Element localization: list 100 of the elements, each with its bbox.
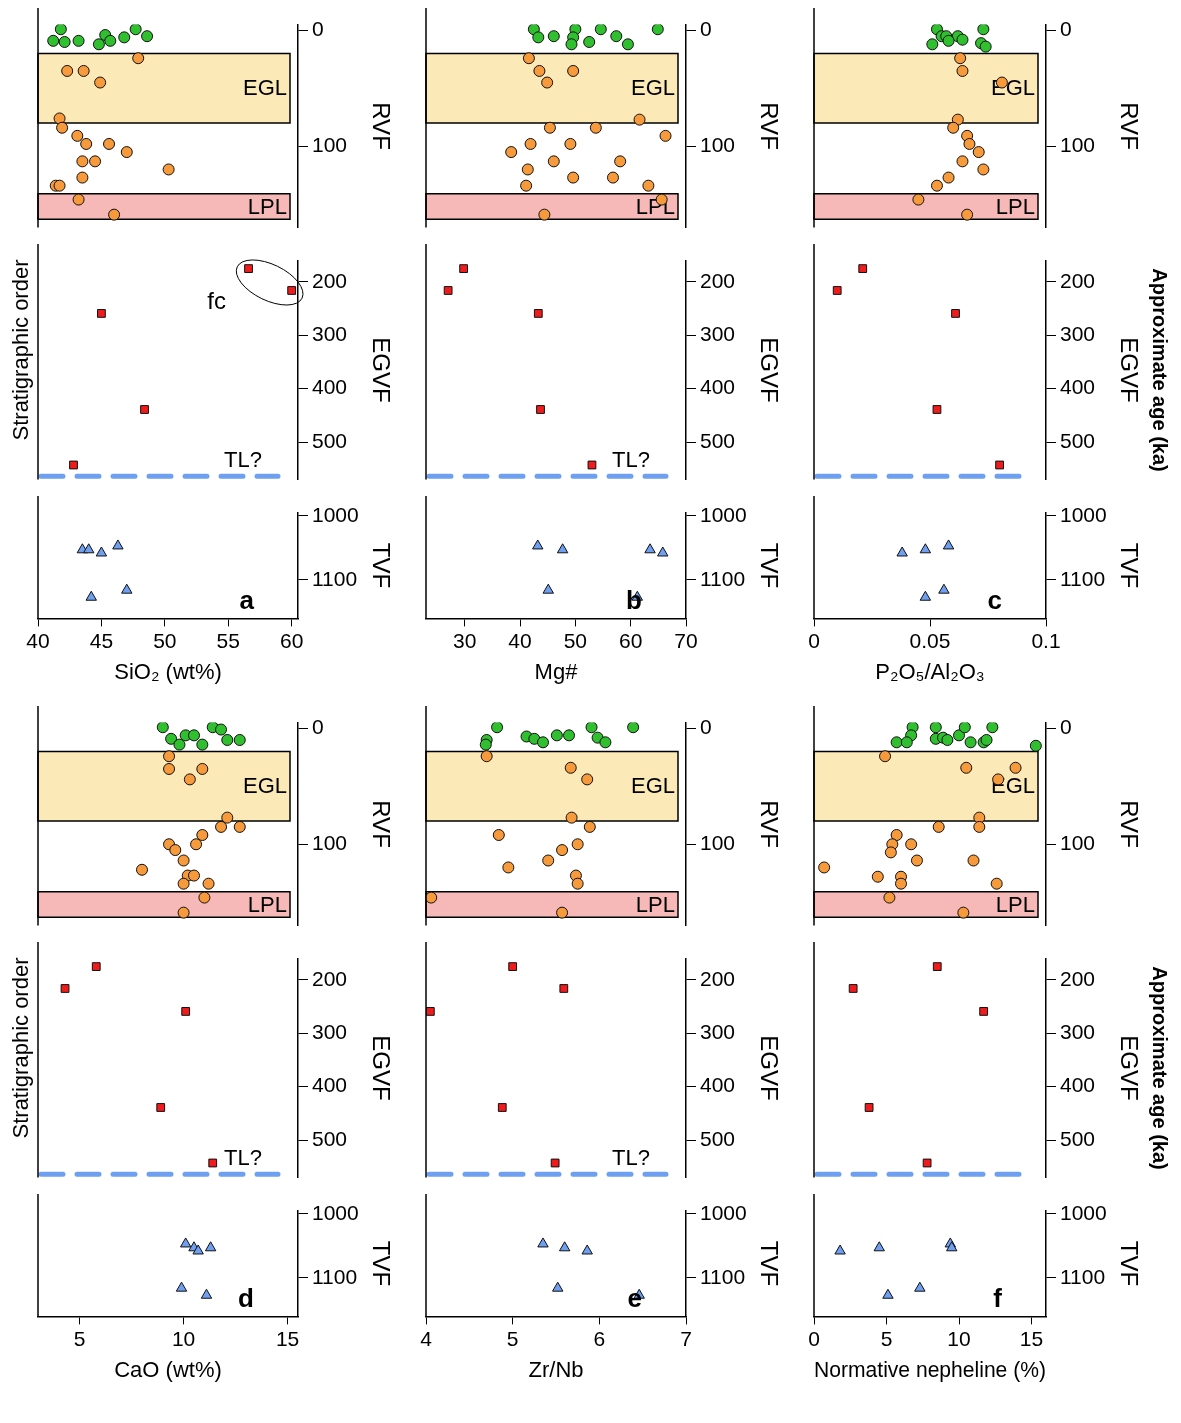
y-tick-label: 1100 [700, 1264, 746, 1288]
text: a [239, 584, 255, 615]
x-tick-label: 15 [1019, 1326, 1044, 1350]
y-tick-label: 500 [700, 1126, 736, 1150]
x-tick-label: 7 [680, 1326, 692, 1350]
x-axis-title: Zr/Nb [528, 1356, 584, 1382]
text: TVF [368, 1240, 396, 1287]
x-tick-label: 5 [506, 1326, 519, 1350]
text: RVF [756, 102, 784, 150]
x-axis-title: CaO (wt%) [114, 1356, 222, 1382]
text: RVF [368, 102, 396, 150]
x-tick-label: 30 [453, 628, 477, 652]
y-tick-label: 400 [1060, 375, 1096, 399]
y-tick-label: 500 [312, 428, 348, 452]
y-axis-title: Stratigraphic order [8, 957, 34, 1139]
y-tick-label: 300 [1060, 322, 1096, 346]
x-axis-title: P₂O₅/Al₂O₃ [875, 658, 985, 684]
y-tick-label: 200 [312, 268, 348, 292]
y-tick-label: 200 [700, 966, 736, 990]
y-tick-label: 200 [1060, 268, 1096, 292]
y-tick-label: 1100 [312, 1264, 358, 1288]
x-tick-label: 60 [279, 628, 304, 652]
y-tick-label: 100 [700, 133, 736, 157]
y-tick-label: 300 [700, 1020, 736, 1044]
y-tick-label: 100 [312, 133, 348, 157]
annotation: fc [207, 287, 226, 315]
y-tick-label: 100 [700, 831, 736, 855]
band-label: LPL [995, 891, 1035, 917]
y-tick-label: 500 [1060, 1126, 1096, 1150]
ref-line-label: TL? [224, 1145, 262, 1171]
x-tick-label: 0.1 [1031, 628, 1061, 652]
y-tick-label: 0 [700, 17, 712, 41]
band-label: EGL [630, 773, 675, 799]
x-tick-label: 10 [171, 1326, 196, 1350]
x-tick-label: 0.05 [909, 628, 951, 652]
text: RVF [756, 800, 784, 848]
x-axis-title: Normative nepheline (%) [814, 1357, 1046, 1382]
x-tick-label: 40 [26, 628, 50, 652]
y-tick-label: 0 [1060, 17, 1072, 41]
x-tick-label: 50 [563, 628, 588, 652]
y-tick-label: 500 [700, 428, 736, 452]
y-tick-label: 300 [312, 1020, 348, 1044]
y-tick-label: 1100 [312, 566, 358, 590]
x-tick-label: 5 [880, 1326, 893, 1350]
y-tick-label: 1000 [700, 502, 747, 526]
text: RVF [1116, 102, 1144, 150]
y-tick-label: 500 [1060, 428, 1096, 452]
y-tick-label: 0 [312, 17, 324, 41]
x-tick-label: 50 [153, 628, 177, 652]
text: EGVF [1116, 1035, 1144, 1101]
y-tick-label: 400 [312, 1073, 348, 1097]
x-tick-label: 45 [89, 628, 114, 652]
y-tick-label: 1000 [312, 1200, 359, 1224]
band-label: EGL [630, 75, 675, 101]
text: EGVF [368, 337, 396, 403]
text: EGVF [368, 1035, 396, 1101]
x-tick-label: 4 [420, 1326, 433, 1350]
y-tick-label: 1000 [1060, 502, 1107, 526]
text: TVF [756, 542, 784, 589]
text: TVF [756, 1240, 784, 1287]
x-tick-label: 10 [947, 1326, 971, 1350]
y-tick-label: 0 [312, 715, 324, 739]
y2-axis-title: Approximate age (ka) [1149, 966, 1172, 1170]
y-tick-label: 200 [1060, 966, 1096, 990]
text: TVF [1116, 1240, 1144, 1287]
ref-line-label: TL? [612, 447, 650, 473]
y-tick-label: 200 [700, 268, 736, 292]
x-tick-label: 0 [808, 628, 820, 652]
band-label: LPL [247, 193, 287, 219]
y-tick-label: 0 [700, 715, 712, 739]
y-tick-label: 400 [312, 375, 348, 399]
text: EGVF [1116, 337, 1144, 403]
text: d [238, 1282, 254, 1313]
y-tick-label: 100 [312, 831, 348, 855]
text: e [627, 1282, 642, 1313]
y-tick-label: 1000 [312, 502, 359, 526]
x-tick-label: 60 [619, 628, 643, 652]
y-tick-label: 500 [312, 1126, 348, 1150]
text: RVF [1116, 800, 1144, 848]
text: RVF [368, 800, 396, 848]
text: EGVF [756, 337, 784, 403]
y-tick-label: 100 [1060, 831, 1096, 855]
text: f [993, 1282, 1003, 1313]
y-tick-label: 1100 [1060, 1264, 1106, 1288]
band-label: LPL [995, 193, 1035, 219]
band-label: EGL [242, 773, 287, 799]
x-tick-label: 55 [216, 628, 240, 652]
band-label: LPL [635, 891, 675, 917]
x-axis-title: SiO₂ (wt%) [114, 658, 222, 684]
x-tick-label: 5 [73, 1326, 86, 1350]
y-tick-label: 200 [312, 966, 348, 990]
y-tick-label: 1100 [700, 566, 746, 590]
x-tick-label: 15 [275, 1326, 300, 1350]
y-tick-label: 0 [1060, 715, 1072, 739]
text: TVF [1116, 542, 1144, 589]
y-tick-label: 1000 [1060, 1200, 1107, 1224]
y-tick-label: 400 [700, 1073, 736, 1097]
y-tick-label: 1100 [1060, 566, 1106, 590]
x-tick-label: 0 [808, 1326, 820, 1350]
band-label: LPL [247, 891, 287, 917]
